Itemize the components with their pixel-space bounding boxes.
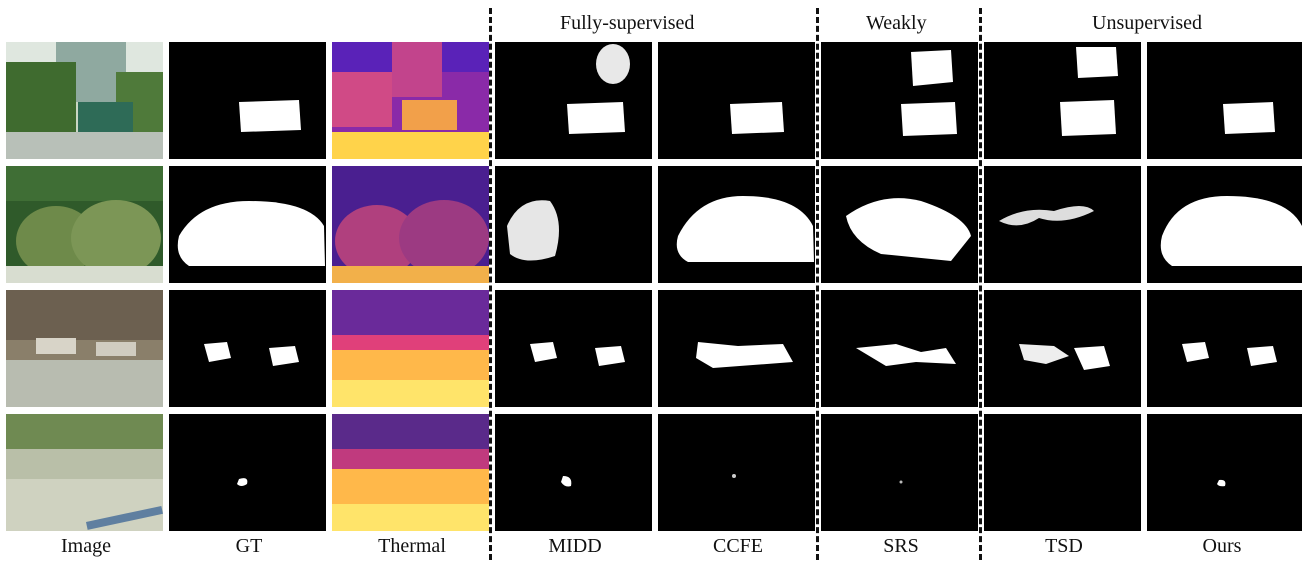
cell-ours-row3 [1147, 290, 1302, 407]
column-label-thermal: Thermal [378, 535, 446, 557]
cell-image-row1 [6, 42, 163, 159]
cell-tsd-row1 [984, 42, 1141, 159]
cell-tsd-row3 [984, 290, 1141, 407]
cell-srs-row3 [821, 290, 978, 407]
cell-tsd-row2 [984, 166, 1141, 283]
cell-srs-row2 [821, 166, 978, 283]
cell-midd-row4 [495, 414, 652, 531]
cell-ours-row1 [1147, 42, 1302, 159]
cell-ccfe-row1 [658, 42, 815, 159]
cell-thermal-row4 [332, 414, 489, 531]
cell-ours-row2 [1147, 166, 1302, 283]
cell-thermal-row1 [332, 42, 489, 159]
column-label-tsd: TSD [1045, 535, 1083, 557]
column-label-midd: MIDD [548, 535, 602, 557]
separator-2 [816, 8, 819, 560]
group-label-fully-supervised: Fully-supervised [560, 12, 695, 34]
cell-ccfe-row2 [658, 166, 815, 283]
cell-midd-row3 [495, 290, 652, 407]
separator-3 [979, 8, 982, 560]
separator-1 [489, 8, 492, 560]
cell-ccfe-row3 [658, 290, 815, 407]
column-label-gt: GT [235, 535, 263, 557]
cell-gt-row1 [169, 42, 326, 159]
column-label-image: Image [61, 535, 111, 557]
cell-image-row2 [6, 166, 163, 283]
cell-gt-row4 [169, 414, 326, 531]
cell-thermal-row2 [332, 166, 489, 283]
cell-thermal-row3 [332, 290, 489, 407]
column-label-ours: Ours [1202, 535, 1242, 557]
cell-gt-row3 [169, 290, 326, 407]
column-label-srs: SRS [883, 535, 919, 557]
cell-srs-row1 [821, 42, 978, 159]
cell-midd-row1 [495, 42, 652, 159]
cell-srs-row4 [821, 414, 978, 531]
column-label-ccfe: CCFE [712, 535, 764, 557]
cell-midd-row2 [495, 166, 652, 283]
cell-ours-row4 [1147, 414, 1302, 531]
cell-tsd-row4 [984, 414, 1141, 531]
group-label-weakly: Weakly [866, 12, 927, 34]
cell-image-row4 [6, 414, 163, 531]
cell-image-row3 [6, 290, 163, 407]
cell-ccfe-row4 [658, 414, 815, 531]
cell-gt-row2 [169, 166, 326, 283]
group-label-unsupervised: Unsupervised [1092, 12, 1202, 34]
